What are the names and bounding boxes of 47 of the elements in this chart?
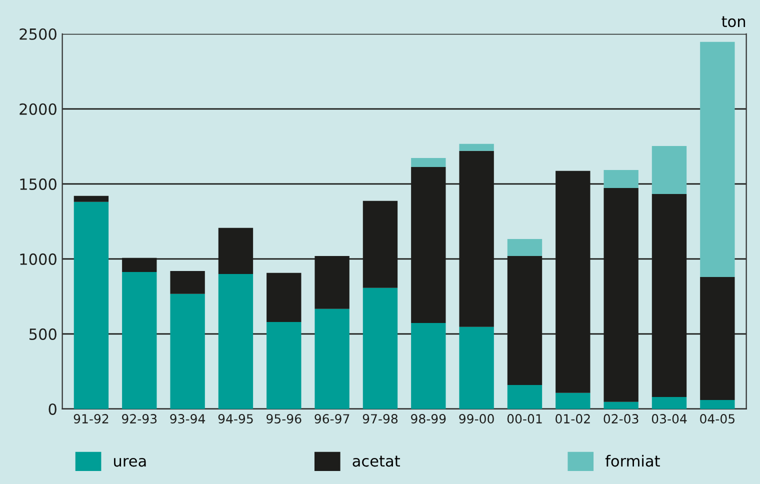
x-tick-label: 99-00 <box>459 414 494 424</box>
legend-label: urea <box>114 458 146 467</box>
x-tick-label: 93-94 <box>170 414 206 424</box>
bar <box>604 402 638 409</box>
y-tick-label: 1500 <box>20 178 56 190</box>
bar <box>604 170 638 188</box>
bar <box>507 238 542 256</box>
x-tick-label: 91-92 <box>74 414 108 424</box>
x-tick-label: 03-04 <box>652 414 687 424</box>
x-tick-label: 97-98 <box>362 414 398 424</box>
y-tick-label: 500 <box>29 328 56 340</box>
bar <box>362 288 398 409</box>
y-axis-title: ton <box>722 16 746 28</box>
x-tick-label: 95-96 <box>266 414 302 424</box>
legend-label: acetat <box>352 456 400 467</box>
bar <box>314 308 350 409</box>
x-tick-label: 96-97 <box>314 414 350 424</box>
x-tick-label: 04-05 <box>700 414 734 424</box>
bar <box>459 144 494 151</box>
bar <box>266 272 302 322</box>
bar <box>74 202 109 409</box>
x-tick-label: 02-03 <box>604 414 638 424</box>
y-tick-label: 2000 <box>20 103 56 115</box>
bar <box>170 270 205 294</box>
legend-label: formiat <box>605 454 660 467</box>
bar <box>170 294 205 409</box>
x-tick-label: 01-02 <box>556 414 590 424</box>
y-tick-label: 1000 <box>20 253 56 265</box>
bar <box>74 196 109 202</box>
x-tick-label: 94-95 <box>218 414 253 424</box>
x-tick-label: 98-99 <box>411 414 446 424</box>
bar <box>556 392 590 409</box>
bar <box>652 146 687 194</box>
bar <box>700 42 735 277</box>
x-tick-label: 00-01 <box>507 414 542 424</box>
bar <box>507 384 542 409</box>
bar <box>700 400 735 409</box>
bar <box>411 323 446 409</box>
bar <box>459 326 494 409</box>
bar <box>218 274 254 409</box>
bar <box>652 396 687 409</box>
bar <box>122 272 157 409</box>
y-tick-label: 2500 <box>20 28 56 40</box>
bar <box>411 158 446 167</box>
bar <box>266 322 302 409</box>
x-tick-label: 92-93 <box>122 414 157 424</box>
y-tick-label: 0 <box>48 403 56 415</box>
